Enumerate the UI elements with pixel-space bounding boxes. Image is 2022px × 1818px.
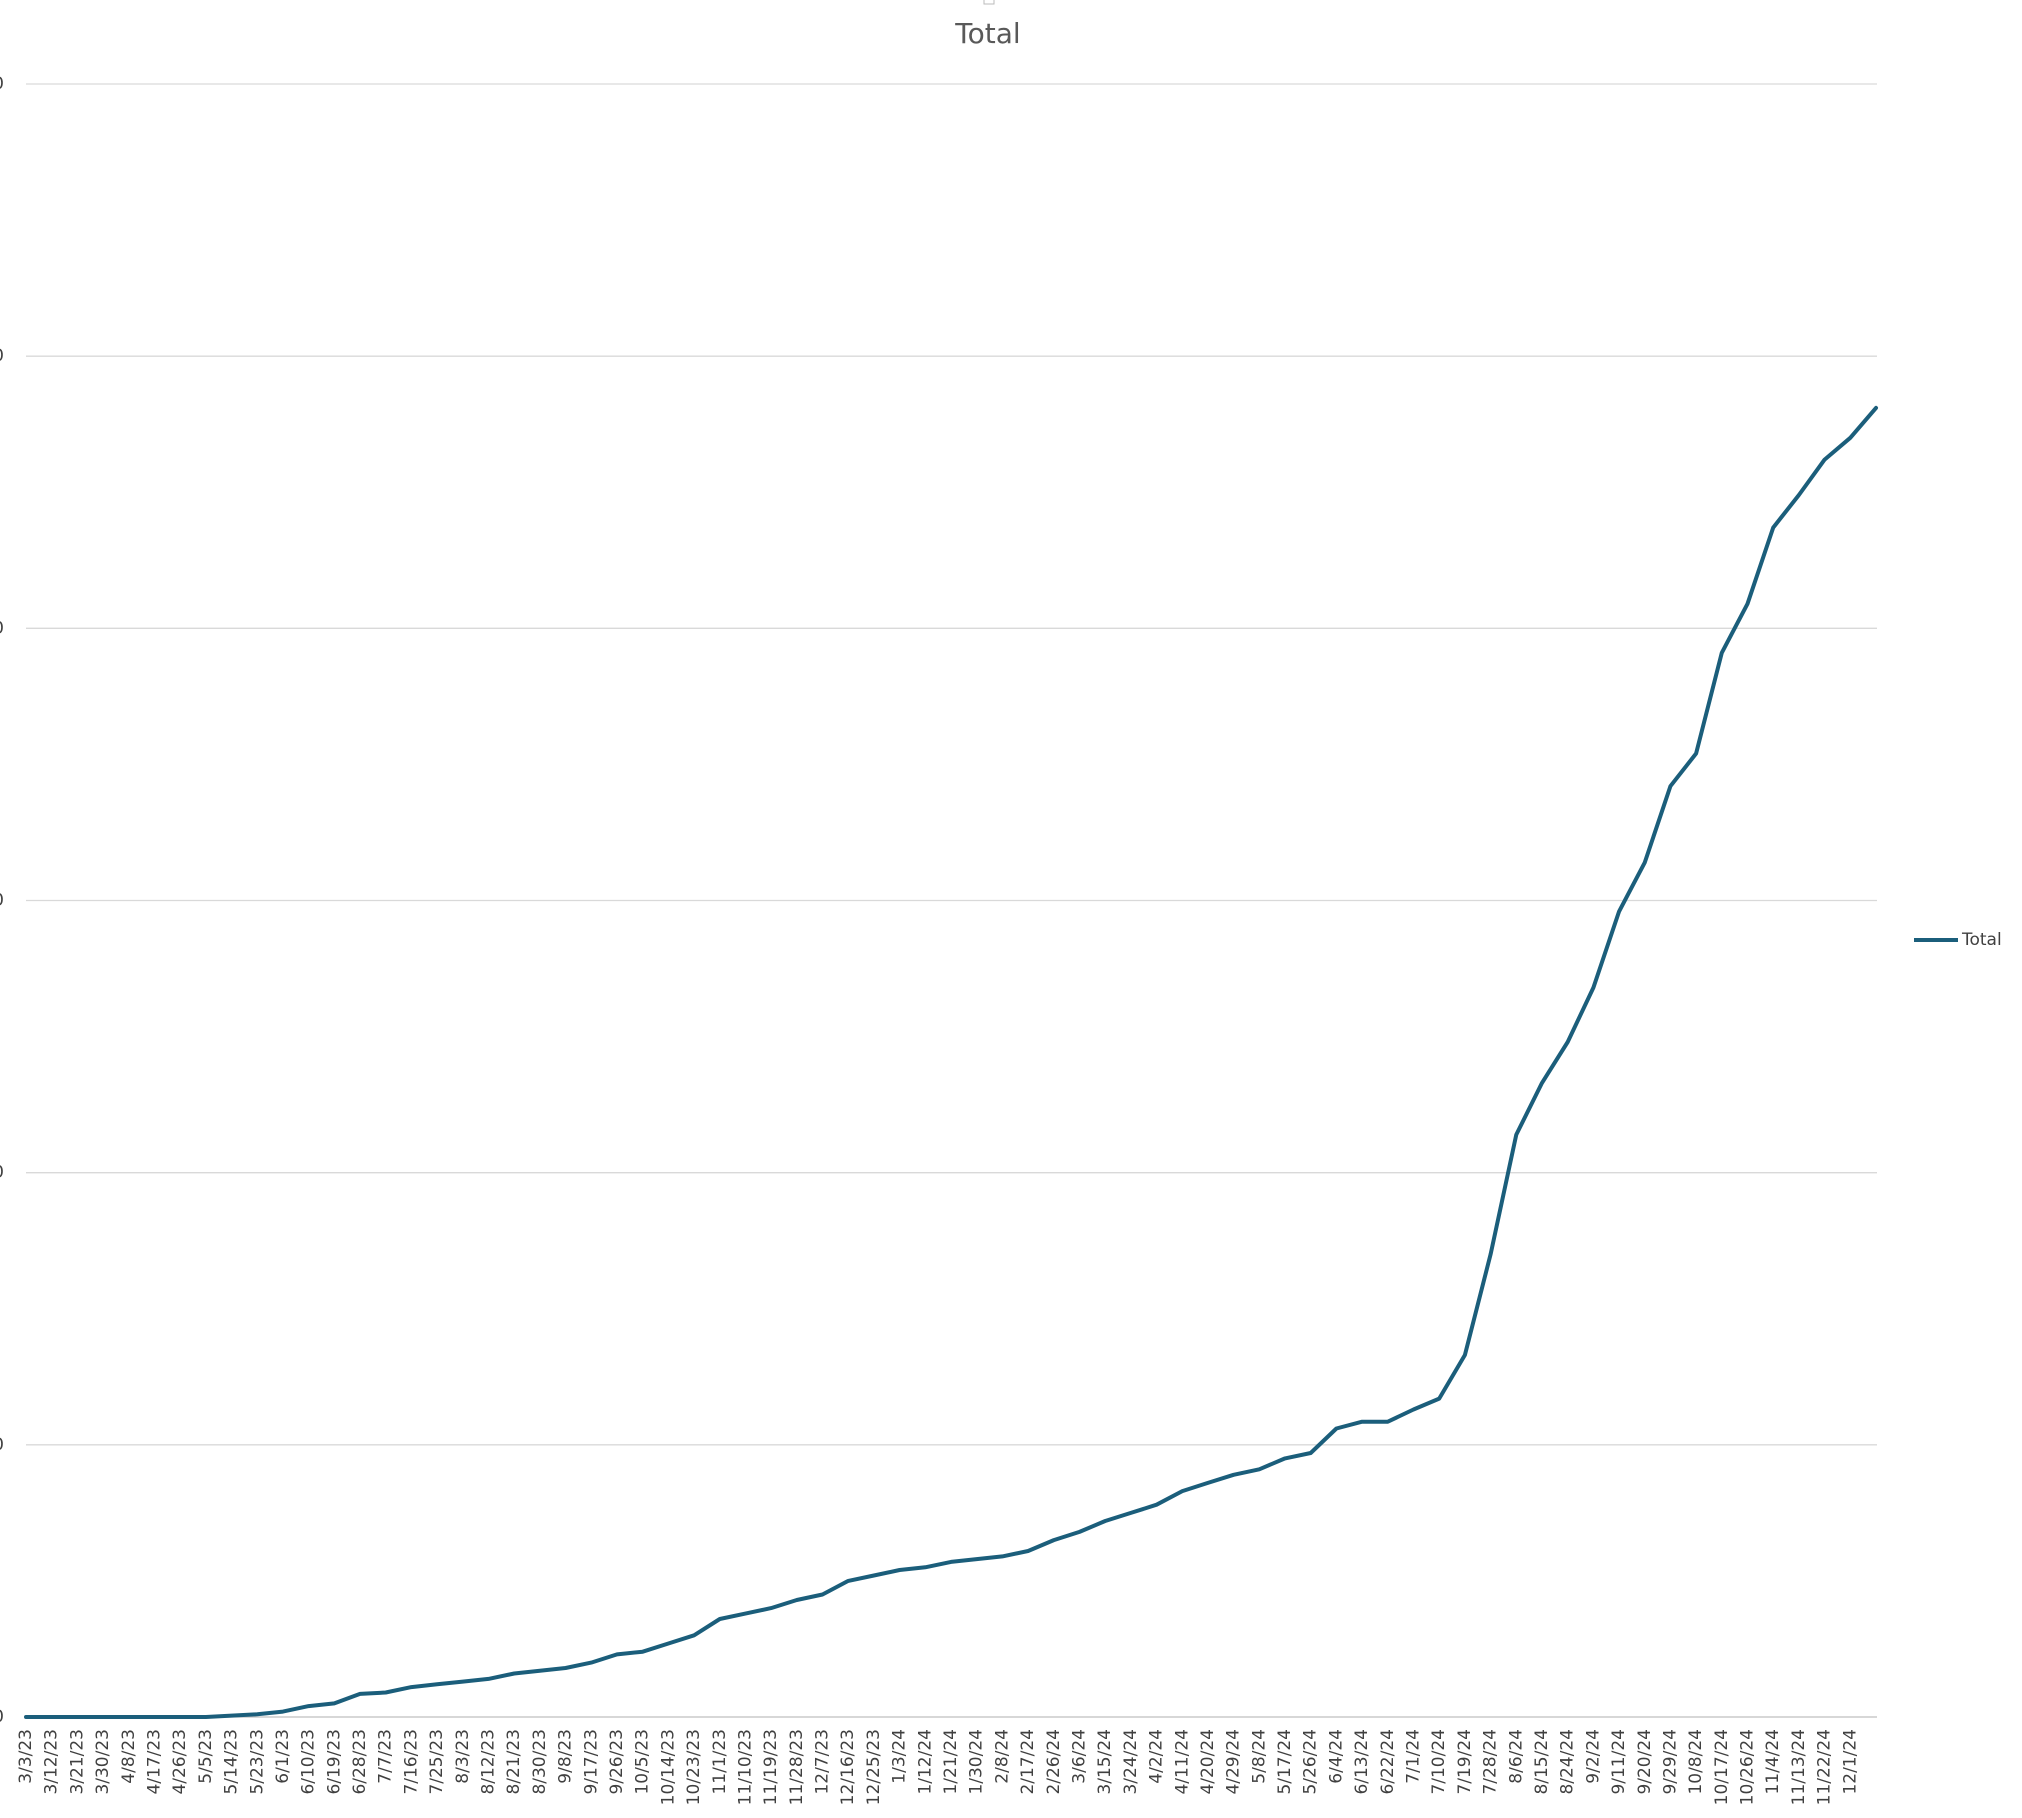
x-tick-label: 5/23/23 [247, 1729, 267, 1795]
x-tick-label: 7/28/24 [1481, 1729, 1501, 1795]
x-tick-label: 4/8/23 [119, 1729, 139, 1784]
x-tick-label: 3/3/23 [16, 1729, 36, 1784]
x-tick-label: 6/4/24 [1326, 1729, 1346, 1784]
x-tick-label: 11/28/23 [787, 1729, 807, 1805]
x-tick-label: 5/17/24 [1275, 1729, 1295, 1795]
y-tick-label: 0 [0, 1707, 4, 1727]
x-tick-label: 11/19/23 [761, 1729, 781, 1805]
x-tick-label: 8/15/24 [1532, 1729, 1552, 1795]
x-tick-label: 3/12/23 [42, 1729, 62, 1795]
x-tick-label: 11/1/23 [710, 1729, 730, 1795]
x-tick-label: 6/22/24 [1378, 1729, 1398, 1795]
x-tick-label: 10/5/23 [633, 1729, 653, 1795]
x-tick-label: 12/7/23 [813, 1729, 833, 1795]
x-tick-label: 8/30/23 [530, 1729, 550, 1795]
x-tick-label: 7/25/23 [427, 1729, 447, 1795]
x-tick-label: 8/6/24 [1506, 1729, 1526, 1784]
x-tick-label: 12/25/23 [864, 1729, 884, 1805]
x-tick-label: 4/20/24 [1198, 1729, 1218, 1795]
y-tick-label: 200 [0, 1163, 4, 1183]
x-tick-label: 11/4/24 [1763, 1729, 1783, 1795]
x-tick-label: 5/8/24 [1249, 1729, 1269, 1784]
x-tick-label: 8/24/24 [1558, 1729, 1578, 1795]
x-tick-label: 11/13/24 [1789, 1729, 1809, 1805]
x-tick-label: 9/26/23 [607, 1729, 627, 1795]
y-tick-label: 300 [0, 891, 4, 911]
x-tick-label: 1/3/24 [890, 1729, 910, 1784]
x-tick-label: 10/26/24 [1738, 1729, 1758, 1805]
x-tick-label: 12/16/23 [838, 1729, 858, 1805]
x-tick-label: 8/12/23 [479, 1729, 499, 1795]
title-handle [983, 0, 995, 5]
x-tick-label: 3/21/23 [67, 1729, 87, 1795]
x-tick-label: 12/1/24 [1840, 1729, 1860, 1795]
x-tick-label: 5/5/23 [196, 1729, 216, 1784]
x-tick-label: 1/30/24 [967, 1729, 987, 1795]
x-tick-label: 6/1/23 [273, 1729, 293, 1784]
x-tick-label: 6/28/23 [350, 1729, 370, 1795]
x-tick-label: 9/8/23 [556, 1729, 576, 1784]
x-tick-label: 9/20/24 [1635, 1729, 1655, 1795]
x-tick-label: 3/30/23 [93, 1729, 113, 1795]
x-tick-label: 9/2/24 [1583, 1729, 1603, 1784]
x-tick-label: 7/16/23 [401, 1729, 421, 1795]
x-tick-label: 11/22/24 [1815, 1729, 1835, 1805]
y-tick-label: 100 [0, 1435, 4, 1455]
x-tick-label: 7/19/24 [1455, 1729, 1475, 1795]
x-tick-label: 3/24/24 [1121, 1729, 1141, 1795]
chart-title: Total [954, 17, 1020, 50]
x-tick-label: 2/17/24 [1018, 1729, 1038, 1795]
x-tick-label: 4/26/23 [170, 1729, 190, 1795]
x-tick-label: 10/23/23 [684, 1729, 704, 1805]
x-tick-label: 10/8/24 [1686, 1729, 1706, 1795]
x-tick-label: 4/11/24 [1172, 1729, 1192, 1795]
x-tick-label: 4/17/23 [144, 1729, 164, 1795]
x-tick-label: 3/15/24 [1095, 1729, 1115, 1795]
x-tick-label: 9/29/24 [1660, 1729, 1680, 1795]
y-tick-label: 500 [0, 346, 4, 366]
x-tick-label: 9/17/23 [581, 1729, 601, 1795]
x-tick-label: 6/19/23 [324, 1729, 344, 1795]
x-tick-label: 5/26/24 [1301, 1729, 1321, 1795]
legend-label: Total [1961, 930, 2002, 950]
y-tick-label: 400 [0, 618, 4, 638]
x-tick-label: 10/14/23 [658, 1729, 678, 1805]
x-tick-label: 11/10/23 [735, 1729, 755, 1805]
x-tick-label: 4/29/24 [1224, 1729, 1244, 1795]
x-tick-label: 1/12/24 [915, 1729, 935, 1795]
x-tick-label: 7/1/24 [1404, 1729, 1424, 1784]
series-line [24, 405, 1878, 1719]
x-tick-label: 4/2/24 [1147, 1729, 1167, 1784]
x-tick-label: 6/13/24 [1352, 1729, 1372, 1795]
x-tick-label: 5/14/23 [222, 1729, 242, 1795]
x-tick-label: 10/17/24 [1712, 1729, 1732, 1805]
x-tick-label: 9/11/24 [1609, 1729, 1629, 1795]
y-tick-label: 600 [0, 74, 4, 94]
x-tick-label: 8/3/23 [453, 1729, 473, 1784]
x-tick-label: 2/26/24 [1044, 1729, 1064, 1795]
x-tick-label: 2/8/24 [992, 1729, 1012, 1784]
x-tick-label: 1/21/24 [941, 1729, 961, 1795]
x-tick-label: 7/7/23 [376, 1729, 396, 1784]
x-tick-label: 8/21/23 [504, 1729, 524, 1795]
x-tick-label: 3/6/24 [1069, 1729, 1089, 1784]
x-tick-label: 6/10/23 [299, 1729, 319, 1795]
x-tick-label: 7/10/24 [1429, 1729, 1449, 1795]
